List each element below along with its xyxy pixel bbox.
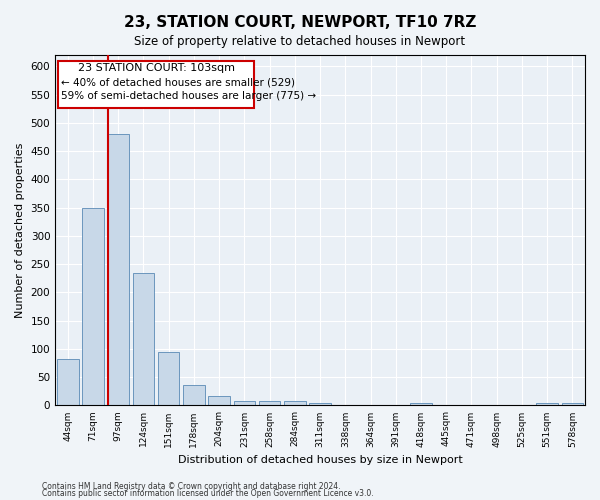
Text: 23 STATION COURT: 103sqm: 23 STATION COURT: 103sqm: [77, 64, 235, 74]
Bar: [57, 359, 79, 406]
Bar: [208, 396, 230, 406]
Bar: [410, 402, 432, 406]
Bar: [536, 402, 558, 406]
Y-axis label: Number of detached properties: Number of detached properties: [15, 142, 25, 318]
Text: Size of property relative to detached houses in Newport: Size of property relative to detached ho…: [134, 35, 466, 48]
Bar: [158, 352, 179, 406]
Bar: [562, 402, 583, 406]
Text: Contains public sector information licensed under the Open Government Licence v3: Contains public sector information licen…: [42, 489, 374, 498]
Text: 59% of semi-detached houses are larger (775) →: 59% of semi-detached houses are larger (…: [61, 90, 317, 101]
Bar: [233, 402, 255, 406]
Bar: [310, 402, 331, 406]
Bar: [284, 401, 305, 406]
Text: ← 40% of detached houses are smaller (529): ← 40% of detached houses are smaller (52…: [61, 78, 295, 88]
Bar: [259, 401, 280, 406]
X-axis label: Distribution of detached houses by size in Newport: Distribution of detached houses by size …: [178, 455, 463, 465]
Text: 23, STATION COURT, NEWPORT, TF10 7RZ: 23, STATION COURT, NEWPORT, TF10 7RZ: [124, 15, 476, 30]
Bar: [133, 272, 154, 406]
Text: Contains HM Land Registry data © Crown copyright and database right 2024.: Contains HM Land Registry data © Crown c…: [42, 482, 341, 491]
Bar: [183, 384, 205, 406]
Bar: [107, 134, 129, 406]
Bar: [82, 208, 104, 406]
FancyBboxPatch shape: [58, 60, 254, 108]
